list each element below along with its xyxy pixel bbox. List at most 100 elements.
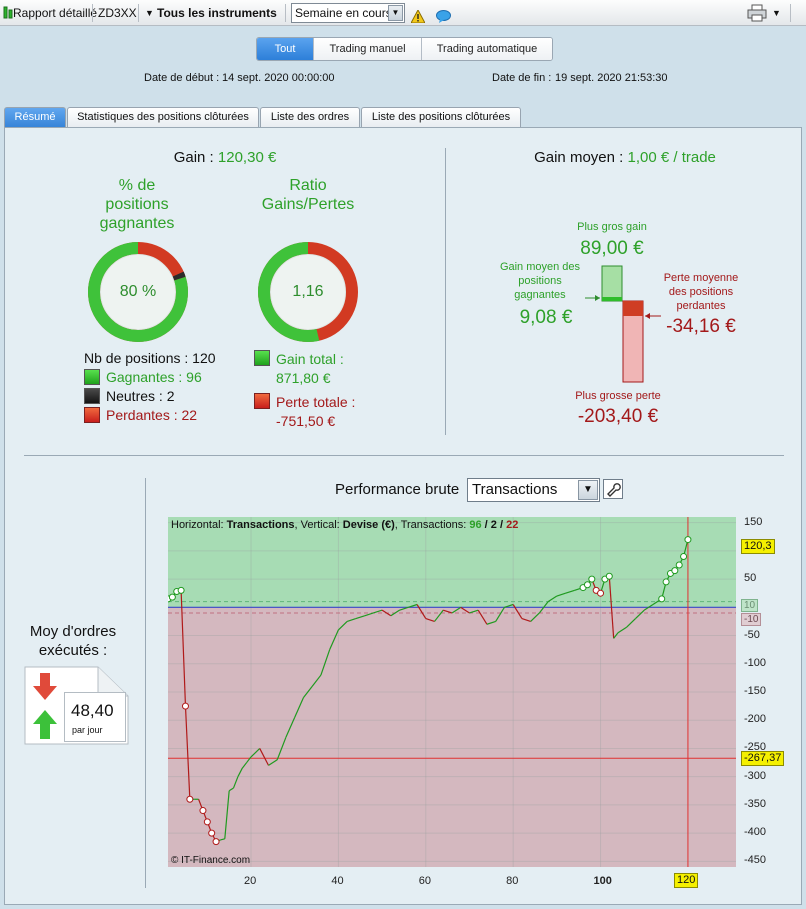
- data-point: [186, 795, 194, 803]
- winning-legend-swatch: [84, 369, 100, 385]
- x-tick-label: 80: [506, 875, 519, 887]
- total-loss-label: Perte totale :: [276, 394, 356, 410]
- series-segment: [626, 618, 636, 628]
- average-winning-label-line: positions: [518, 275, 562, 287]
- info-horizontal: Transactions: [226, 519, 295, 531]
- average-winning-label: Gain moyen des positions gagnantes: [494, 260, 586, 302]
- gain-value: 120,30 €: [217, 149, 277, 166]
- data-point: [168, 593, 176, 601]
- tab-orders-list[interactable]: Liste des ordres: [260, 107, 360, 127]
- chat-bubble-icon[interactable]: [436, 6, 451, 23]
- series-segment: [224, 790, 230, 839]
- series-segment: [416, 604, 427, 619]
- x-tick-label: 100: [593, 875, 612, 887]
- warning-icon[interactable]: [410, 6, 426, 24]
- info-loss-count: 22: [506, 519, 519, 531]
- segment-all[interactable]: Tout: [257, 38, 314, 60]
- series-segment: [608, 576, 615, 639]
- tab-summary[interactable]: Résumé: [4, 107, 66, 127]
- section-divider: [24, 455, 784, 456]
- segment-manual-trading[interactable]: Trading manuel: [314, 38, 422, 60]
- chevron-down-icon[interactable]: ▼: [772, 8, 781, 18]
- series-segment: [381, 609, 392, 617]
- info-prefix: Horizontal:: [171, 519, 227, 531]
- series-segment: [250, 748, 261, 758]
- instruments-dropdown[interactable]: Tous les instruments: [157, 6, 277, 20]
- average-losing-label: Perte moyenne des positions perdantes: [654, 271, 748, 313]
- x-cursor-badge: 120: [674, 873, 699, 888]
- end-date-value: 19 sept. 2020 21:53:30: [555, 72, 668, 84]
- data-point: [212, 838, 220, 846]
- series-segment: [425, 618, 435, 623]
- win-rate-title-line: gagnantes: [99, 215, 175, 232]
- detailed-report-button[interactable]: Rapport détaillé: [13, 6, 98, 20]
- series-segment: [469, 609, 479, 614]
- series-segment: [643, 603, 654, 611]
- performance-axis-select[interactable]: Transactions ▼: [467, 478, 600, 502]
- series-segment: [565, 589, 575, 594]
- average-winning-label-line: gagnantes: [514, 289, 566, 301]
- series-segment: [538, 601, 549, 614]
- series-segment: [232, 776, 239, 789]
- performance-series: [168, 536, 692, 846]
- data-point: [684, 536, 692, 544]
- toolbar-divider: [92, 4, 93, 22]
- series-segment: [495, 607, 505, 622]
- data-point: [199, 807, 207, 815]
- account-label[interactable]: ZD3XX: [98, 6, 137, 20]
- series-segment: [390, 609, 400, 617]
- orders-heading-line: exécutés :: [38, 642, 108, 659]
- series-segment: [220, 838, 225, 841]
- average-losing-label-line: des positions: [668, 286, 734, 298]
- data-point: [588, 575, 596, 583]
- info-vertical: Devise (€): [342, 519, 395, 531]
- section-divider: [445, 148, 446, 435]
- ring-win-segment: [258, 242, 358, 342]
- info-win-count: 96: [469, 519, 482, 531]
- data-point: [177, 586, 185, 594]
- positive-region: [168, 517, 736, 608]
- last-value-badge: 120,3: [741, 539, 775, 554]
- y-tick-label: 50: [744, 572, 757, 585]
- x-tick-label: 40: [331, 875, 344, 887]
- biggest-gain-value: 89,00 €: [580, 238, 644, 259]
- losing-legend-swatch: [84, 407, 100, 423]
- wrench-icon[interactable]: [603, 479, 623, 499]
- series-segment: [443, 609, 453, 614]
- upper-band-badge: 10: [741, 599, 759, 612]
- sell-arrow-icon: [33, 673, 57, 700]
- series-segment: [408, 603, 418, 608]
- total-gain-value: 871,80 €: [276, 370, 331, 386]
- trading-mode-segmented-control: Tout Trading manuel Trading automatique: [256, 37, 553, 61]
- positions-count: Nb de positions : 120: [84, 350, 216, 366]
- neutral-count: Neutres : 2: [106, 388, 175, 404]
- chevron-down-icon[interactable]: ▼: [388, 5, 403, 21]
- printer-icon[interactable]: [747, 4, 767, 22]
- series-segment: [180, 590, 187, 707]
- tab-closed-positions-stats[interactable]: Statistiques des positions clôturées: [67, 107, 259, 127]
- tab-closed-positions-list[interactable]: Liste des positions clôturées: [361, 107, 521, 127]
- performance-title: Performance brute: [335, 481, 460, 498]
- total-loss-swatch: [254, 393, 270, 409]
- total-loss-value: -751,50 €: [276, 413, 336, 429]
- data-point: [680, 553, 688, 561]
- orders-per-day-card: 48,40 par jour: [64, 692, 126, 742]
- series-segment: [451, 606, 462, 614]
- data-point: [605, 572, 613, 580]
- series-segment: [477, 609, 488, 625]
- gain-loss-bar-diagram: [585, 265, 661, 383]
- period-select[interactable]: Semaine en cours ▼: [291, 3, 405, 23]
- data-point: [675, 561, 683, 569]
- series-segment: [320, 649, 331, 676]
- start-date-label: Date de début :: [144, 72, 220, 84]
- chevron-down-icon[interactable]: ▼: [145, 8, 154, 18]
- filter-header: Tout Trading manuel Trading automatique …: [0, 26, 806, 102]
- average-gain-label: Gain moyen :: [534, 149, 624, 166]
- average-loss-bar: [623, 301, 643, 316]
- data-point: [597, 589, 605, 597]
- chevron-down-icon[interactable]: ▼: [578, 480, 598, 500]
- y-tick-label: -100: [744, 656, 767, 669]
- series-segment: [547, 595, 558, 603]
- series-segment: [346, 618, 357, 623]
- segment-automatic-trading[interactable]: Trading automatique: [422, 38, 552, 60]
